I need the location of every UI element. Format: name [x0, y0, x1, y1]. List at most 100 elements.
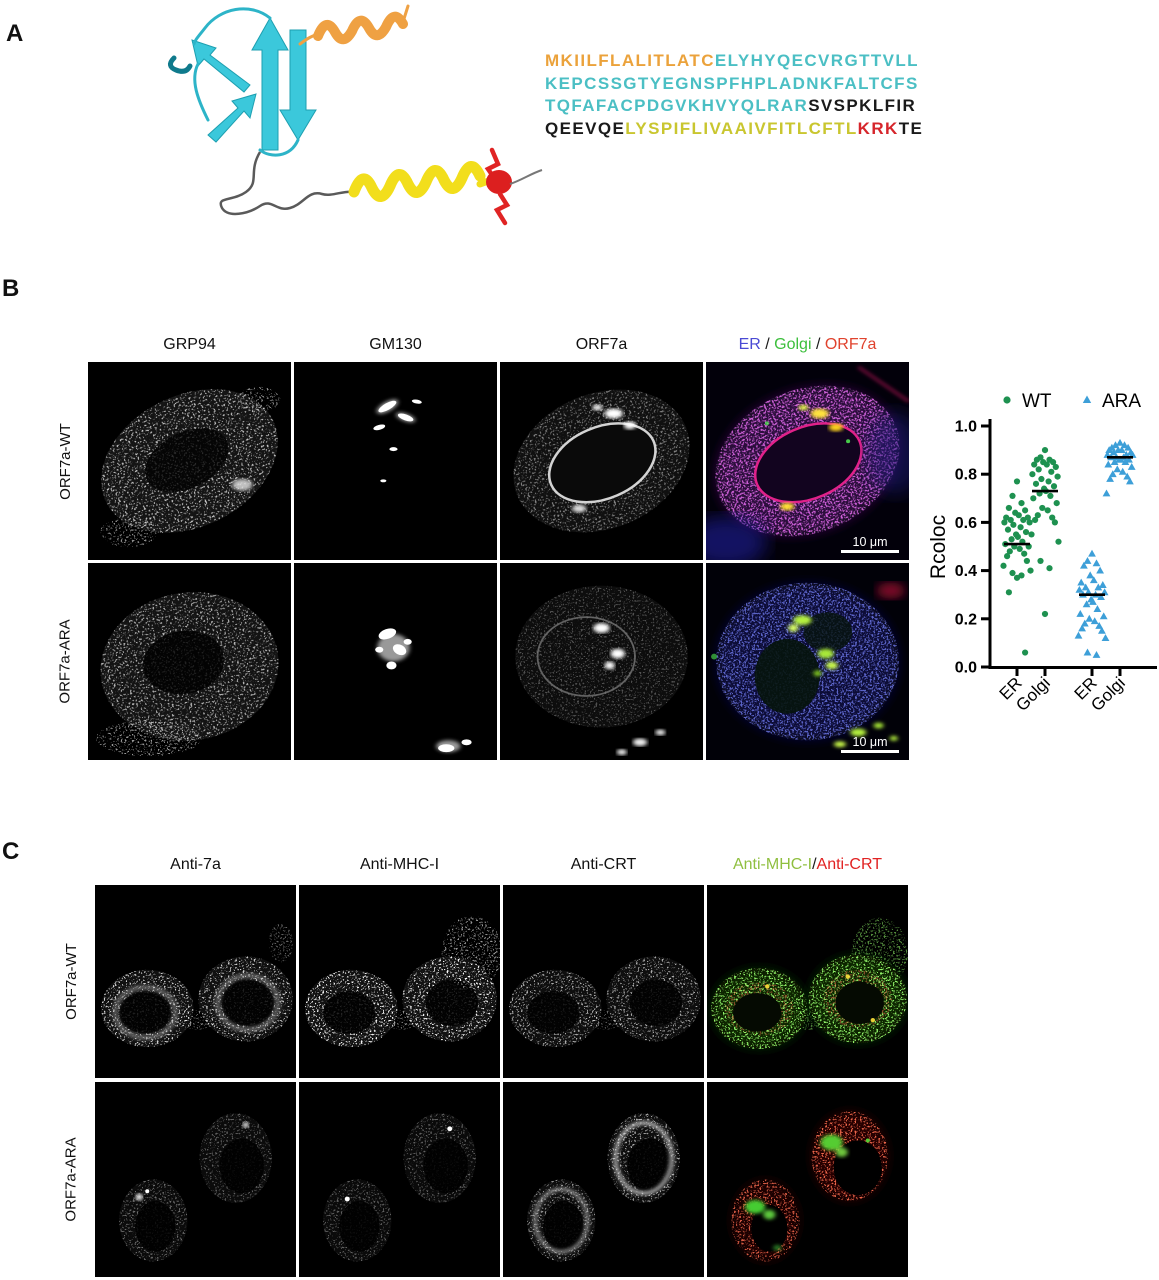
micrograph-merge-ara-c — [707, 1082, 908, 1277]
data-point — [1110, 458, 1119, 466]
beta-strand — [207, 93, 257, 143]
b-col-header-grp94: GRP94 — [163, 336, 216, 353]
c-col-header-mhc1: Anti-MHC-I — [359, 856, 440, 873]
data-point — [1005, 504, 1012, 512]
b-row-label-ara: ORF7a-ARA — [56, 619, 74, 704]
data-point — [1021, 550, 1028, 557]
micrograph-merge-wt-c — [707, 885, 908, 1078]
data-point — [1055, 538, 1062, 545]
micrograph-crt-wt — [503, 885, 704, 1078]
c-row-label-ara: ORF7a-ARA — [62, 1137, 80, 1222]
panel-c-image-grid — [95, 885, 908, 1277]
data-point — [1126, 477, 1134, 485]
micrograph-merge-wt: 10 μm — [706, 362, 909, 560]
data-point — [1083, 556, 1092, 564]
y-tick-label: 0.8 — [955, 467, 977, 484]
text-segment: ELYHYQECVRGTTVLL — [714, 51, 919, 70]
data-point — [1117, 455, 1125, 463]
data-point — [1098, 626, 1106, 634]
sequence-line: QEEVQELYSPIFLIVAAIVFITLCFTLKRKTE — [545, 118, 975, 141]
data-point — [1004, 553, 1011, 560]
data-point — [1075, 585, 1084, 593]
b-col-header-merge: ER / Golgi / ORF7a — [706, 336, 909, 356]
data-point — [1045, 478, 1052, 485]
data-point — [1027, 567, 1034, 574]
data-point — [1032, 516, 1039, 524]
legend-label: ARA — [1102, 391, 1141, 412]
data-point — [1102, 489, 1111, 497]
data-point — [1098, 581, 1107, 588]
data-point — [1106, 475, 1114, 482]
data-point — [1010, 521, 1017, 528]
b-row-label-wt: ORF7a-WT — [56, 422, 74, 500]
data-point — [1041, 447, 1049, 454]
micrograph-anti7a-ara — [95, 1082, 296, 1277]
micrograph-orf7a-wt — [500, 362, 703, 560]
data-point — [1031, 461, 1038, 468]
text-segment: KEPCSSGTYEGNSPFHPLADNKFALTCFS — [545, 73, 919, 93]
data-point — [1123, 472, 1132, 480]
micrograph-mhc1-ara — [299, 1082, 500, 1277]
scale-bar-line — [841, 750, 899, 753]
data-point — [1092, 559, 1101, 567]
data-point — [1018, 500, 1025, 507]
data-point — [1022, 528, 1030, 536]
micrograph-crt-ara — [503, 1082, 704, 1277]
data-point — [1006, 548, 1013, 555]
data-point — [1022, 649, 1029, 656]
y-tick-label: 1.0 — [955, 419, 977, 436]
data-point — [1054, 473, 1061, 480]
micrograph-grp94-wt — [88, 362, 291, 560]
text-segment: / — [811, 336, 825, 353]
data-point — [1005, 589, 1012, 596]
data-point — [1099, 612, 1108, 620]
data-point — [1039, 504, 1046, 512]
data-point — [1096, 566, 1104, 574]
data-point — [1053, 500, 1060, 507]
data-point — [1082, 600, 1091, 608]
data-point — [1000, 562, 1007, 569]
data-point — [1097, 593, 1105, 601]
orange-helix — [313, 11, 408, 45]
data-point — [1083, 648, 1092, 656]
text-segment: ER — [738, 336, 761, 353]
legend-marker-triangle — [1082, 395, 1092, 403]
y-tick-label: 0.2 — [955, 611, 977, 628]
data-point — [1078, 624, 1086, 632]
data-point — [1009, 569, 1016, 577]
data-point — [1017, 524, 1024, 531]
beta-strand — [191, 39, 251, 93]
scale-bar-line — [841, 550, 899, 553]
data-point — [1095, 622, 1104, 629]
text-segment: MKIILFLALITLATC — [545, 51, 715, 70]
data-point — [1109, 448, 1118, 456]
micrograph-anti7a-wt — [95, 885, 296, 1078]
data-point — [1080, 619, 1089, 627]
orf7a-structure-ribbon — [168, 4, 543, 226]
text-segment: LYSPIFLIVAAIVFITLCFTL — [625, 118, 858, 138]
data-point — [1009, 492, 1016, 499]
data-point — [1047, 492, 1054, 499]
micrograph-gm130-wt — [294, 362, 497, 560]
data-point — [1085, 614, 1094, 622]
y-tick-label: 0.0 — [955, 660, 977, 677]
sequence-line: TQFAFACPDGVKHVYQLRARSVSPKLFIR — [545, 95, 975, 118]
sequence-block: MKIILFLALITLATCELYHYQECVRGTTVLL KEPCSSGT… — [545, 50, 975, 140]
y-axis-label: Rcoloc — [930, 515, 950, 579]
data-point — [1101, 634, 1110, 641]
data-point — [1038, 475, 1045, 483]
data-point — [1016, 545, 1023, 553]
micrograph-mhc1-wt — [299, 885, 500, 1078]
loop-gray — [219, 151, 355, 216]
data-point — [1032, 480, 1040, 487]
beta-strand — [279, 29, 317, 141]
data-point — [1050, 483, 1058, 490]
text-segment: Anti-MHC-I — [732, 856, 813, 873]
data-point — [1089, 576, 1098, 584]
data-point — [1094, 583, 1103, 591]
text-segment: ORF7a — [824, 336, 877, 353]
micrograph-gm130-ara — [294, 563, 497, 760]
data-point — [1076, 609, 1085, 617]
data-point — [1033, 456, 1040, 463]
